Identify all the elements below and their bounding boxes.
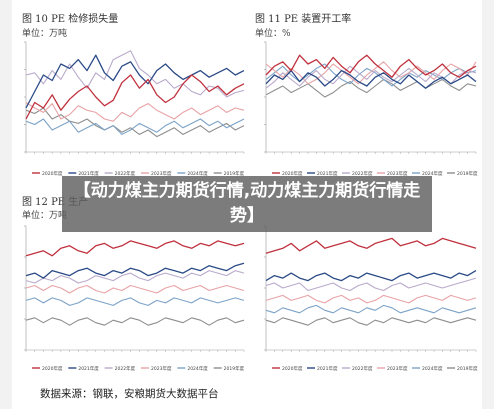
legend-label: 2019年度 xyxy=(457,170,478,177)
article-title: 【动力煤主力期货行情,动力煤主力期货行情走势】 xyxy=(73,181,421,226)
legend-label: 2023年度 xyxy=(387,365,408,372)
series-line xyxy=(25,240,245,257)
legend-label: 2021年度 xyxy=(317,365,338,372)
chart-svg: 2020年度 2021年度 2022年度 2023年度 2024年度 2019年度 xyxy=(264,225,478,372)
article-title-banner: 【动力煤主力期货行情,动力煤主力期货行情走势】 xyxy=(62,176,432,232)
series-line xyxy=(265,304,477,314)
chart-panel-12: 图 12 PE 生产 单位：万吨 2020年度 2021年度 2022年度 2023年… xyxy=(12,190,247,380)
legend-label: 2021年度 xyxy=(78,365,99,372)
series-line xyxy=(25,107,245,138)
legend-label: 2023年度 xyxy=(151,170,172,177)
series-line xyxy=(25,118,245,135)
data-source-note: 数据来源：钢联，安粮期货大数据平台 xyxy=(40,388,219,400)
legend-label: 2024年度 xyxy=(422,365,443,372)
legend-label: 2023年度 xyxy=(387,170,408,177)
series-line xyxy=(265,317,477,326)
chart-panel-11: 图 11 PE 装置开工率 单位：% 2020年度 2021年度 2022年度 202… xyxy=(252,0,482,185)
legend-label: 2020年度 xyxy=(42,170,63,177)
legend-label: 2020年度 xyxy=(42,365,63,372)
series-line xyxy=(25,270,245,284)
chart-title: 图 12 PE 生产 xyxy=(22,197,89,208)
legend-label: 2021年度 xyxy=(317,170,338,177)
series-line xyxy=(25,317,245,326)
series-line xyxy=(265,294,477,304)
legend-label: 2019年度 xyxy=(457,365,478,372)
series-line xyxy=(25,74,245,120)
series-line xyxy=(265,277,477,292)
chart-panel-13: 2020年度 2021年度 2022年度 2023年度 2024年度 2019年度 xyxy=(252,190,482,380)
chart-svg: 2020年度 2021年度 2022年度 2023年度 2024年度 2019年度 xyxy=(24,41,245,177)
chart-unit: 单位：万吨 xyxy=(22,29,68,39)
series-line xyxy=(25,262,245,279)
legend-label: 2019年度 xyxy=(224,170,245,177)
legend-label: 2022年度 xyxy=(352,365,373,372)
legend-label: 2022年度 xyxy=(352,170,373,177)
chart-unit: 单位：% xyxy=(255,29,291,39)
legend-label: 2022年度 xyxy=(115,365,136,372)
legend-label: 2019年度 xyxy=(224,365,245,372)
series-line xyxy=(265,270,477,282)
series-line xyxy=(265,54,477,78)
legend-label: 2024年度 xyxy=(422,170,443,177)
series-line xyxy=(25,102,245,122)
series-line xyxy=(265,78,477,98)
chart-svg: 2020年度 2021年度 2022年度 2023年度 2024年度 2019年度 xyxy=(24,225,245,372)
series-line xyxy=(265,61,477,85)
legend-label: 2022年度 xyxy=(115,170,136,177)
chart-panel-10: 图 10 PE 检修损失量 单位：万吨 2020年度 2021年度 2022年度 20… xyxy=(12,0,247,185)
legend-label: 2024年度 xyxy=(187,365,208,372)
chart-title: 图 10 PE 检修损失量 xyxy=(22,14,119,25)
chart-svg: 2020年度 2021年度 2022年度 2023年度 2024年度 2019年度 xyxy=(264,41,478,177)
series-line xyxy=(25,284,245,294)
series-line xyxy=(25,54,245,109)
chart-title: 图 11 PE 装置开工率 xyxy=(255,14,352,25)
series-line xyxy=(25,50,245,98)
legend-label: 2024年度 xyxy=(187,170,208,177)
legend-label: 2020年度 xyxy=(282,365,303,372)
series-line xyxy=(25,297,245,306)
series-line xyxy=(265,69,477,89)
series-line xyxy=(265,65,477,89)
legend-label: 2021年度 xyxy=(78,170,99,177)
series-line xyxy=(265,237,477,254)
legend-label: 2020年度 xyxy=(282,170,303,177)
legend-label: 2023年度 xyxy=(151,365,172,372)
chart-unit: 单位：万吨 xyxy=(22,211,68,221)
